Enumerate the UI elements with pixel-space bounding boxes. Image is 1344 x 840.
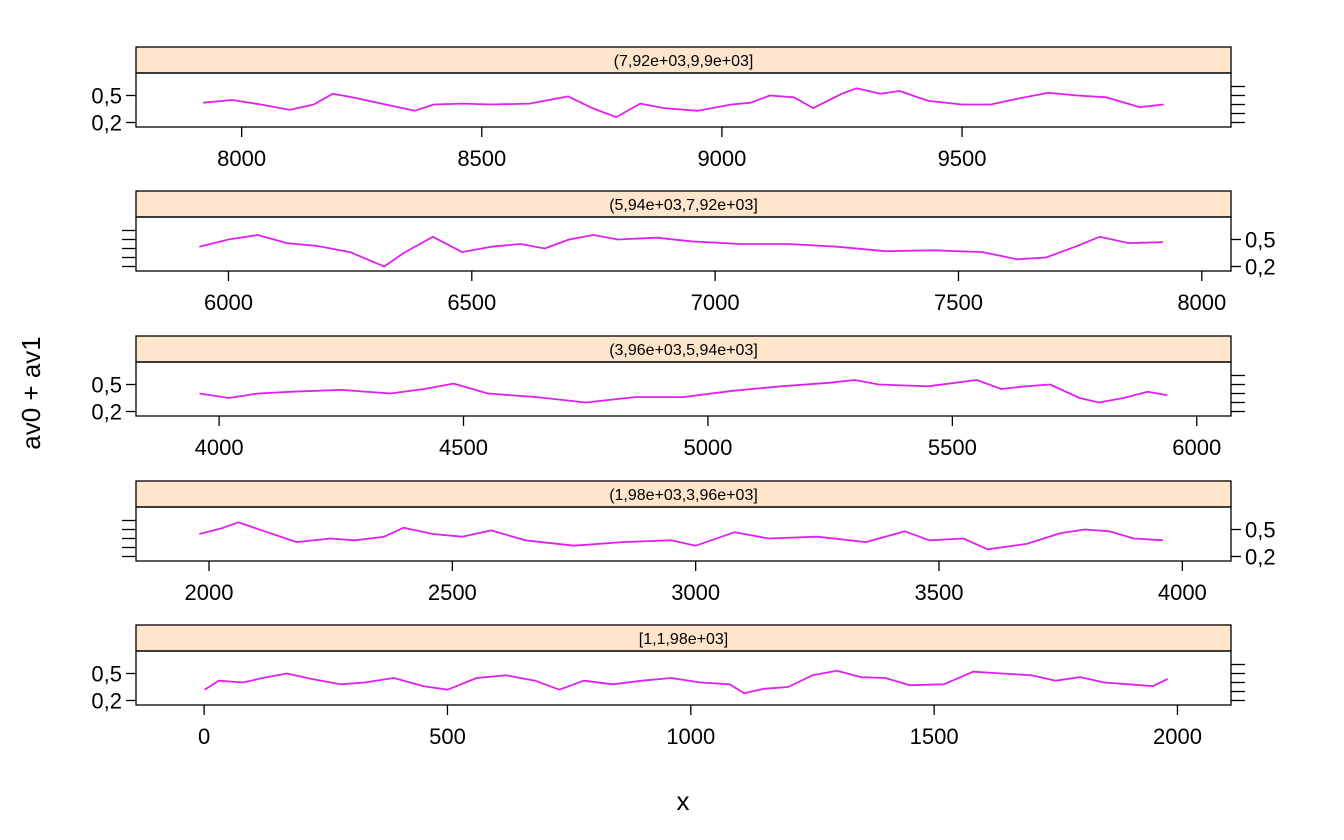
panel: (1,98e+03,3,96e+03] 2000 2500 3000 3500 4000 0… xyxy=(122,480,1276,605)
panel-strip xyxy=(135,190,1232,218)
y-tick-label: 0,5 xyxy=(1245,228,1276,253)
x-tick-label: 5000 xyxy=(683,435,732,460)
x-tick-label: 7500 xyxy=(934,290,983,315)
panel: [1,1,98e+03] 0 500 1000 1500 2000 0,20,5 xyxy=(91,624,1245,749)
panel-frame xyxy=(135,72,1232,128)
y-tick-label: 0,2 xyxy=(1245,545,1276,570)
panel-frame xyxy=(135,650,1232,706)
panel-frame xyxy=(135,361,1232,417)
panel: (7,92e+03,9,9e+03] 8000 8500 9000 9500 0,20,5 xyxy=(91,46,1245,171)
x-tick-label: 500 xyxy=(429,724,466,749)
x-tick-label: 1000 xyxy=(666,724,715,749)
x-tick-label: 3500 xyxy=(915,580,964,605)
x-tick-label: 5500 xyxy=(928,435,977,460)
x-tick-label: 6500 xyxy=(447,290,496,315)
panel: (5,94e+03,7,92e+03] 6000 6500 7000 7500 8000 0… xyxy=(122,190,1276,315)
x-tick-label: 4500 xyxy=(439,435,488,460)
x-tick-label: 0 xyxy=(198,724,210,749)
y-tick-label: 0,2 xyxy=(91,111,122,136)
x-tick-label: 4000 xyxy=(195,435,244,460)
panel-strip xyxy=(135,46,1232,74)
y-tick-label: 0,5 xyxy=(91,373,122,398)
panel-frame xyxy=(135,506,1232,562)
panel-frame xyxy=(135,216,1232,272)
panel: (3,96e+03,5,94e+03] 4000 4500 5000 5500 6000 0… xyxy=(91,335,1245,460)
y-tick-label: 0,5 xyxy=(91,662,122,687)
y-tick-label: 0,5 xyxy=(1245,518,1276,543)
x-tick-label: 2500 xyxy=(428,580,477,605)
series-line xyxy=(199,234,1163,268)
panel-strip-label: (1,98e+03,3,96e+03] xyxy=(609,487,758,504)
x-tick-label: 6000 xyxy=(1172,435,1221,460)
y-tick-label: 0,2 xyxy=(91,689,122,714)
x-tick-label: 6000 xyxy=(204,290,253,315)
x-tick-label: 4000 xyxy=(1158,580,1207,605)
x-tick-label: 8000 xyxy=(217,146,266,171)
series-line xyxy=(199,521,1163,551)
panel-strip xyxy=(135,624,1232,652)
x-tick-label: 2000 xyxy=(185,580,234,605)
x-axis-title: x xyxy=(677,786,690,816)
series-line xyxy=(199,379,1168,404)
x-tick-label: 1500 xyxy=(910,724,959,749)
panel-strip-label: (5,94e+03,7,92e+03] xyxy=(609,197,758,214)
x-tick-label: 8500 xyxy=(457,146,506,171)
y-tick-label: 0,2 xyxy=(91,400,122,425)
panel-strip-label: (7,92e+03,9,9e+03] xyxy=(614,53,754,70)
y-axis-title: av0 + av1 xyxy=(16,336,46,449)
panel-strip xyxy=(135,335,1232,363)
x-tick-label: 9500 xyxy=(938,146,987,171)
series-line xyxy=(203,87,1164,118)
panel-strip-label: (3,96e+03,5,94e+03] xyxy=(609,342,758,359)
y-tick-label: 0,2 xyxy=(1245,255,1276,280)
panel-strip-label: [1,1,98e+03] xyxy=(639,631,728,648)
x-tick-label: 2000 xyxy=(1153,724,1202,749)
panels: (7,92e+03,9,9e+03]8000 8500 9000 95000,20,5… xyxy=(91,46,1276,749)
x-tick-label: 9000 xyxy=(697,146,746,171)
series-line xyxy=(204,669,1169,695)
x-tick-label: 7000 xyxy=(691,290,740,315)
x-tick-label: 3000 xyxy=(671,580,720,605)
x-tick-label: 8000 xyxy=(1177,290,1226,315)
y-tick-label: 0,5 xyxy=(91,84,122,109)
